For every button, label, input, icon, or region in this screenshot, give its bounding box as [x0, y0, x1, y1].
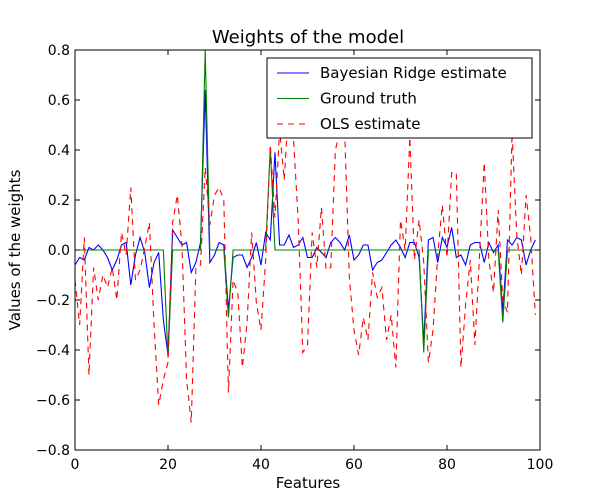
chart-title: Weights of the model	[212, 27, 404, 48]
plot-area	[75, 50, 536, 423]
x-axis-label: Features	[276, 474, 341, 492]
legend-label-bayesian-ridge-estimate: Bayesian Ridge estimate	[320, 64, 507, 82]
legend-label-ols-estimate: OLS estimate	[320, 115, 420, 133]
x-tick-label: 40	[252, 457, 270, 473]
x-tick-label: 0	[71, 457, 80, 473]
y-tick-label: 0.8	[48, 43, 70, 59]
y-tick-label: 0.2	[48, 193, 70, 209]
y-axis-label: Values of the weights	[6, 169, 24, 330]
y-tick-label: 0.4	[48, 143, 70, 159]
x-tick-label: 80	[438, 457, 456, 473]
legend-box	[266, 57, 533, 139]
x-tick-label: 100	[527, 457, 554, 473]
x-tick-label: 60	[345, 457, 363, 473]
y-tick-label: −0.8	[36, 443, 70, 459]
legend-label-ground-truth: Ground truth	[320, 90, 417, 108]
x-tick-label: 20	[159, 457, 177, 473]
y-tick-label: −0.4	[36, 343, 70, 359]
y-tick-label: −0.6	[36, 393, 70, 409]
legend: Bayesian Ridge estimate Ground truth OLS e…	[266, 57, 533, 139]
y-tick-label: 0.6	[48, 93, 70, 109]
axes: 0 20 40 60 80 100 −0.8 −0.6 −0.4 −0.2 0.0 0.2 0.4 0.6…	[36, 43, 553, 473]
y-tick-label: −0.2	[36, 293, 70, 309]
y-tick-label: 0.0	[48, 243, 70, 259]
ground-truth-line	[75, 50, 536, 358]
